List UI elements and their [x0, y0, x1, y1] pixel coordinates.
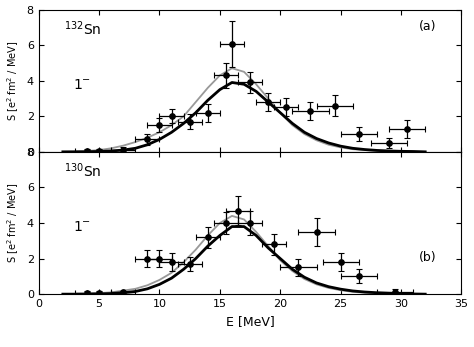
Text: (b): (b): [419, 252, 437, 264]
Text: (a): (a): [419, 19, 437, 33]
Y-axis label: S [e$^2$ fm$^2$ / MeV]: S [e$^2$ fm$^2$ / MeV]: [6, 41, 21, 121]
Y-axis label: S [e$^2$ fm$^2$ / MeV]: S [e$^2$ fm$^2$ / MeV]: [6, 183, 21, 263]
Text: $^{130}$Sn: $^{130}$Sn: [64, 162, 101, 180]
X-axis label: E [MeV]: E [MeV]: [226, 315, 274, 328]
Text: 1$^{-}$: 1$^{-}$: [73, 78, 91, 92]
Text: $^{132}$Sn: $^{132}$Sn: [64, 19, 101, 38]
Legend: Experiment, RQTBA (Δ=1 MeV), RQTBA with detector response: Experiment, RQTBA (Δ=1 MeV), RQTBA with …: [225, 160, 407, 209]
Text: 1$^{-}$: 1$^{-}$: [73, 220, 91, 234]
